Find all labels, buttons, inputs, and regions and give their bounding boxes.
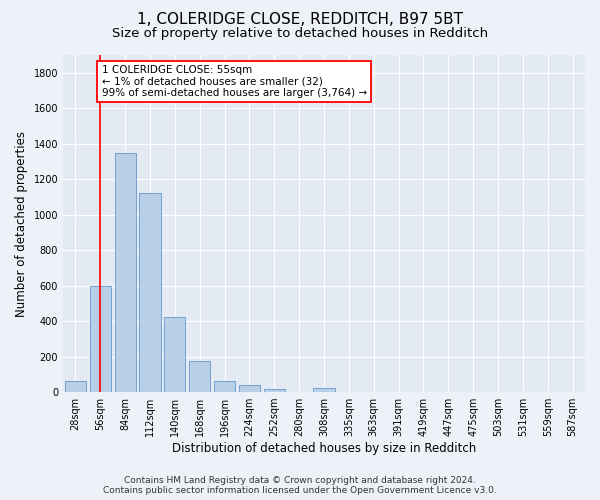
- Bar: [139, 194, 161, 392]
- Text: 1, COLERIDGE CLOSE, REDDITCH, B97 5BT: 1, COLERIDGE CLOSE, REDDITCH, B97 5BT: [137, 12, 463, 28]
- Bar: [239, 385, 260, 392]
- X-axis label: Distribution of detached houses by size in Redditch: Distribution of detached houses by size …: [172, 442, 476, 455]
- Bar: [264, 388, 285, 392]
- Bar: [65, 382, 86, 392]
- Text: Contains HM Land Registry data © Crown copyright and database right 2024.
Contai: Contains HM Land Registry data © Crown c…: [103, 476, 497, 495]
- Bar: [214, 380, 235, 392]
- Text: 1 COLERIDGE CLOSE: 55sqm
← 1% of detached houses are smaller (32)
99% of semi-de: 1 COLERIDGE CLOSE: 55sqm ← 1% of detache…: [101, 65, 367, 98]
- Bar: [189, 361, 211, 392]
- Bar: [90, 286, 111, 392]
- Bar: [115, 152, 136, 392]
- Y-axis label: Number of detached properties: Number of detached properties: [15, 130, 28, 316]
- Text: Size of property relative to detached houses in Redditch: Size of property relative to detached ho…: [112, 28, 488, 40]
- Bar: [164, 316, 185, 392]
- Bar: [313, 388, 335, 392]
